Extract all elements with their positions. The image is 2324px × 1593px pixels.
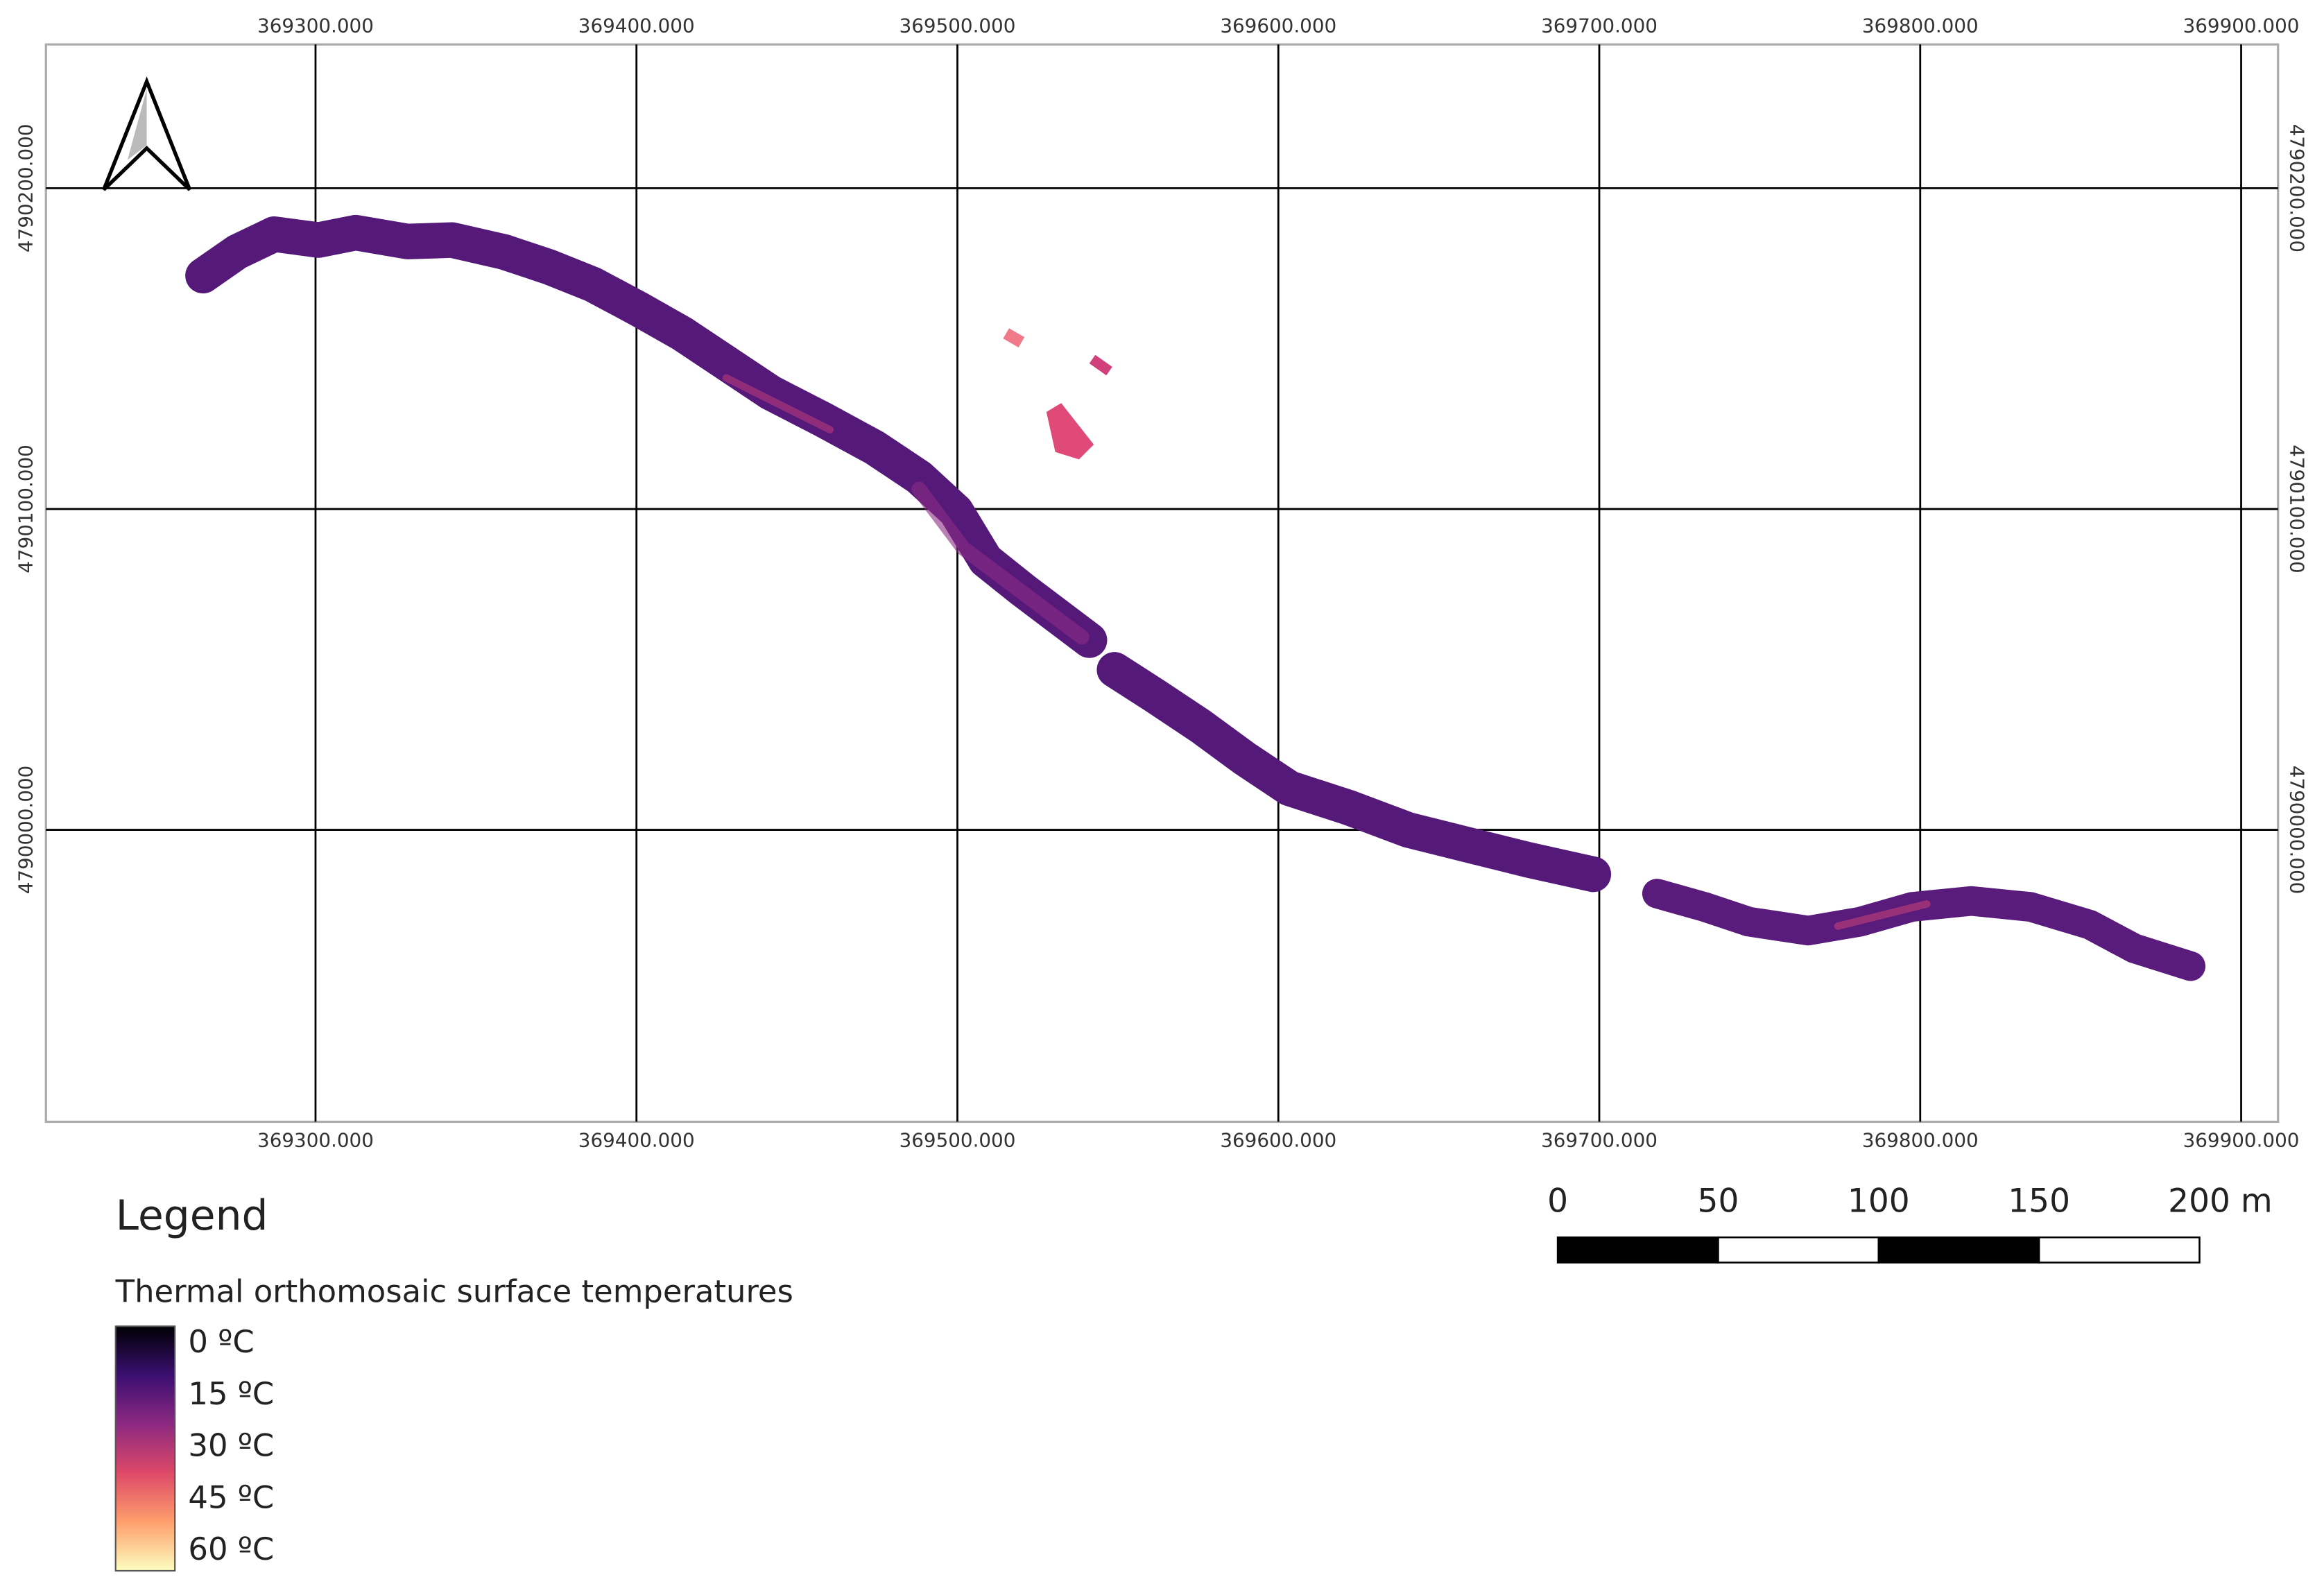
- legend-item: 45 ºC: [188, 1479, 274, 1515]
- scale-bar-label: 200 m: [2168, 1182, 2272, 1221]
- legend-layer: Thermal orthomosaic surface temperatures: [115, 1273, 793, 1309]
- x-coord-label: 369700.000: [1541, 14, 1658, 37]
- scale-bar-label: 150: [2008, 1182, 2070, 1221]
- x-coord-label: 369600.000: [1220, 14, 1336, 37]
- river-segment: [185, 214, 1108, 658]
- warm-patch: [1003, 328, 1025, 347]
- scale-bar-segment: [1556, 1236, 1719, 1264]
- warm-patch: [1089, 354, 1112, 376]
- x-coord-label: 369300.000: [257, 1128, 374, 1151]
- thermal-raster: [185, 214, 2206, 981]
- grid-group: 369300.000 369300.000 369400.000 369400.000…: [14, 14, 2308, 1151]
- river-segment: [1096, 652, 1612, 893]
- north-arrow-fill: [127, 89, 147, 160]
- map-frame-group: [44, 43, 2280, 1123]
- scale-bar-segment: [1877, 1236, 2040, 1264]
- north-arrow-outline: [102, 76, 192, 191]
- y-coord-label: 4790100.000: [14, 445, 37, 573]
- x-coord-label: 369800.000: [1862, 14, 1979, 37]
- warm-patch: [722, 374, 834, 433]
- y-coord-label: 4790200.000: [14, 124, 37, 252]
- scale-bar-label: 100: [1848, 1182, 1910, 1221]
- legend-item: 15 ºC: [188, 1375, 274, 1412]
- warm-patch: [1046, 403, 1094, 460]
- legend-item: 30 ºC: [188, 1427, 274, 1464]
- x-coord-label: 369300.000: [257, 14, 374, 37]
- legend-item: 0 ºC: [188, 1323, 254, 1360]
- scale-bar-segment: [1717, 1236, 1880, 1264]
- x-coord-label: 369900.000: [2183, 1128, 2300, 1151]
- map-frame: [44, 43, 2280, 1123]
- north-arrow: [102, 76, 192, 191]
- x-coord-label: 369700.000: [1541, 1128, 1658, 1151]
- x-coord-label: 369500.000: [900, 1128, 1016, 1151]
- y-coord-label: 4790000.000: [14, 766, 37, 894]
- legend-item: 60 ºC: [188, 1531, 274, 1567]
- legend: Legend Thermal orthomosaic surface tempe…: [114, 1191, 793, 1572]
- y-coord-label: 4790000.000: [2285, 766, 2308, 894]
- legend-title: Legend: [116, 1191, 268, 1240]
- scale-bar: 0 50 100 150 200 m: [1547, 1182, 2273, 1264]
- y-coord-label: 4790200.000: [2285, 124, 2308, 252]
- legend-ramp: [114, 1325, 176, 1572]
- x-coord-label: 369400.000: [578, 1128, 695, 1151]
- scale-bar-segment: [2038, 1236, 2201, 1264]
- x-coord-label: 369900.000: [2183, 14, 2300, 37]
- scale-bar-label: 0: [1547, 1182, 1568, 1221]
- scale-bar-label: 50: [1698, 1182, 1739, 1221]
- x-coord-label: 369800.000: [1862, 1128, 1979, 1151]
- x-coord-label: 369400.000: [578, 14, 695, 37]
- warm-patch: [1834, 900, 1931, 930]
- warm-patch: [911, 481, 1090, 645]
- x-coord-label: 369500.000: [900, 14, 1016, 37]
- y-coord-label: 4790100.000: [2285, 445, 2308, 573]
- x-coord-label: 369600.000: [1220, 1128, 1336, 1151]
